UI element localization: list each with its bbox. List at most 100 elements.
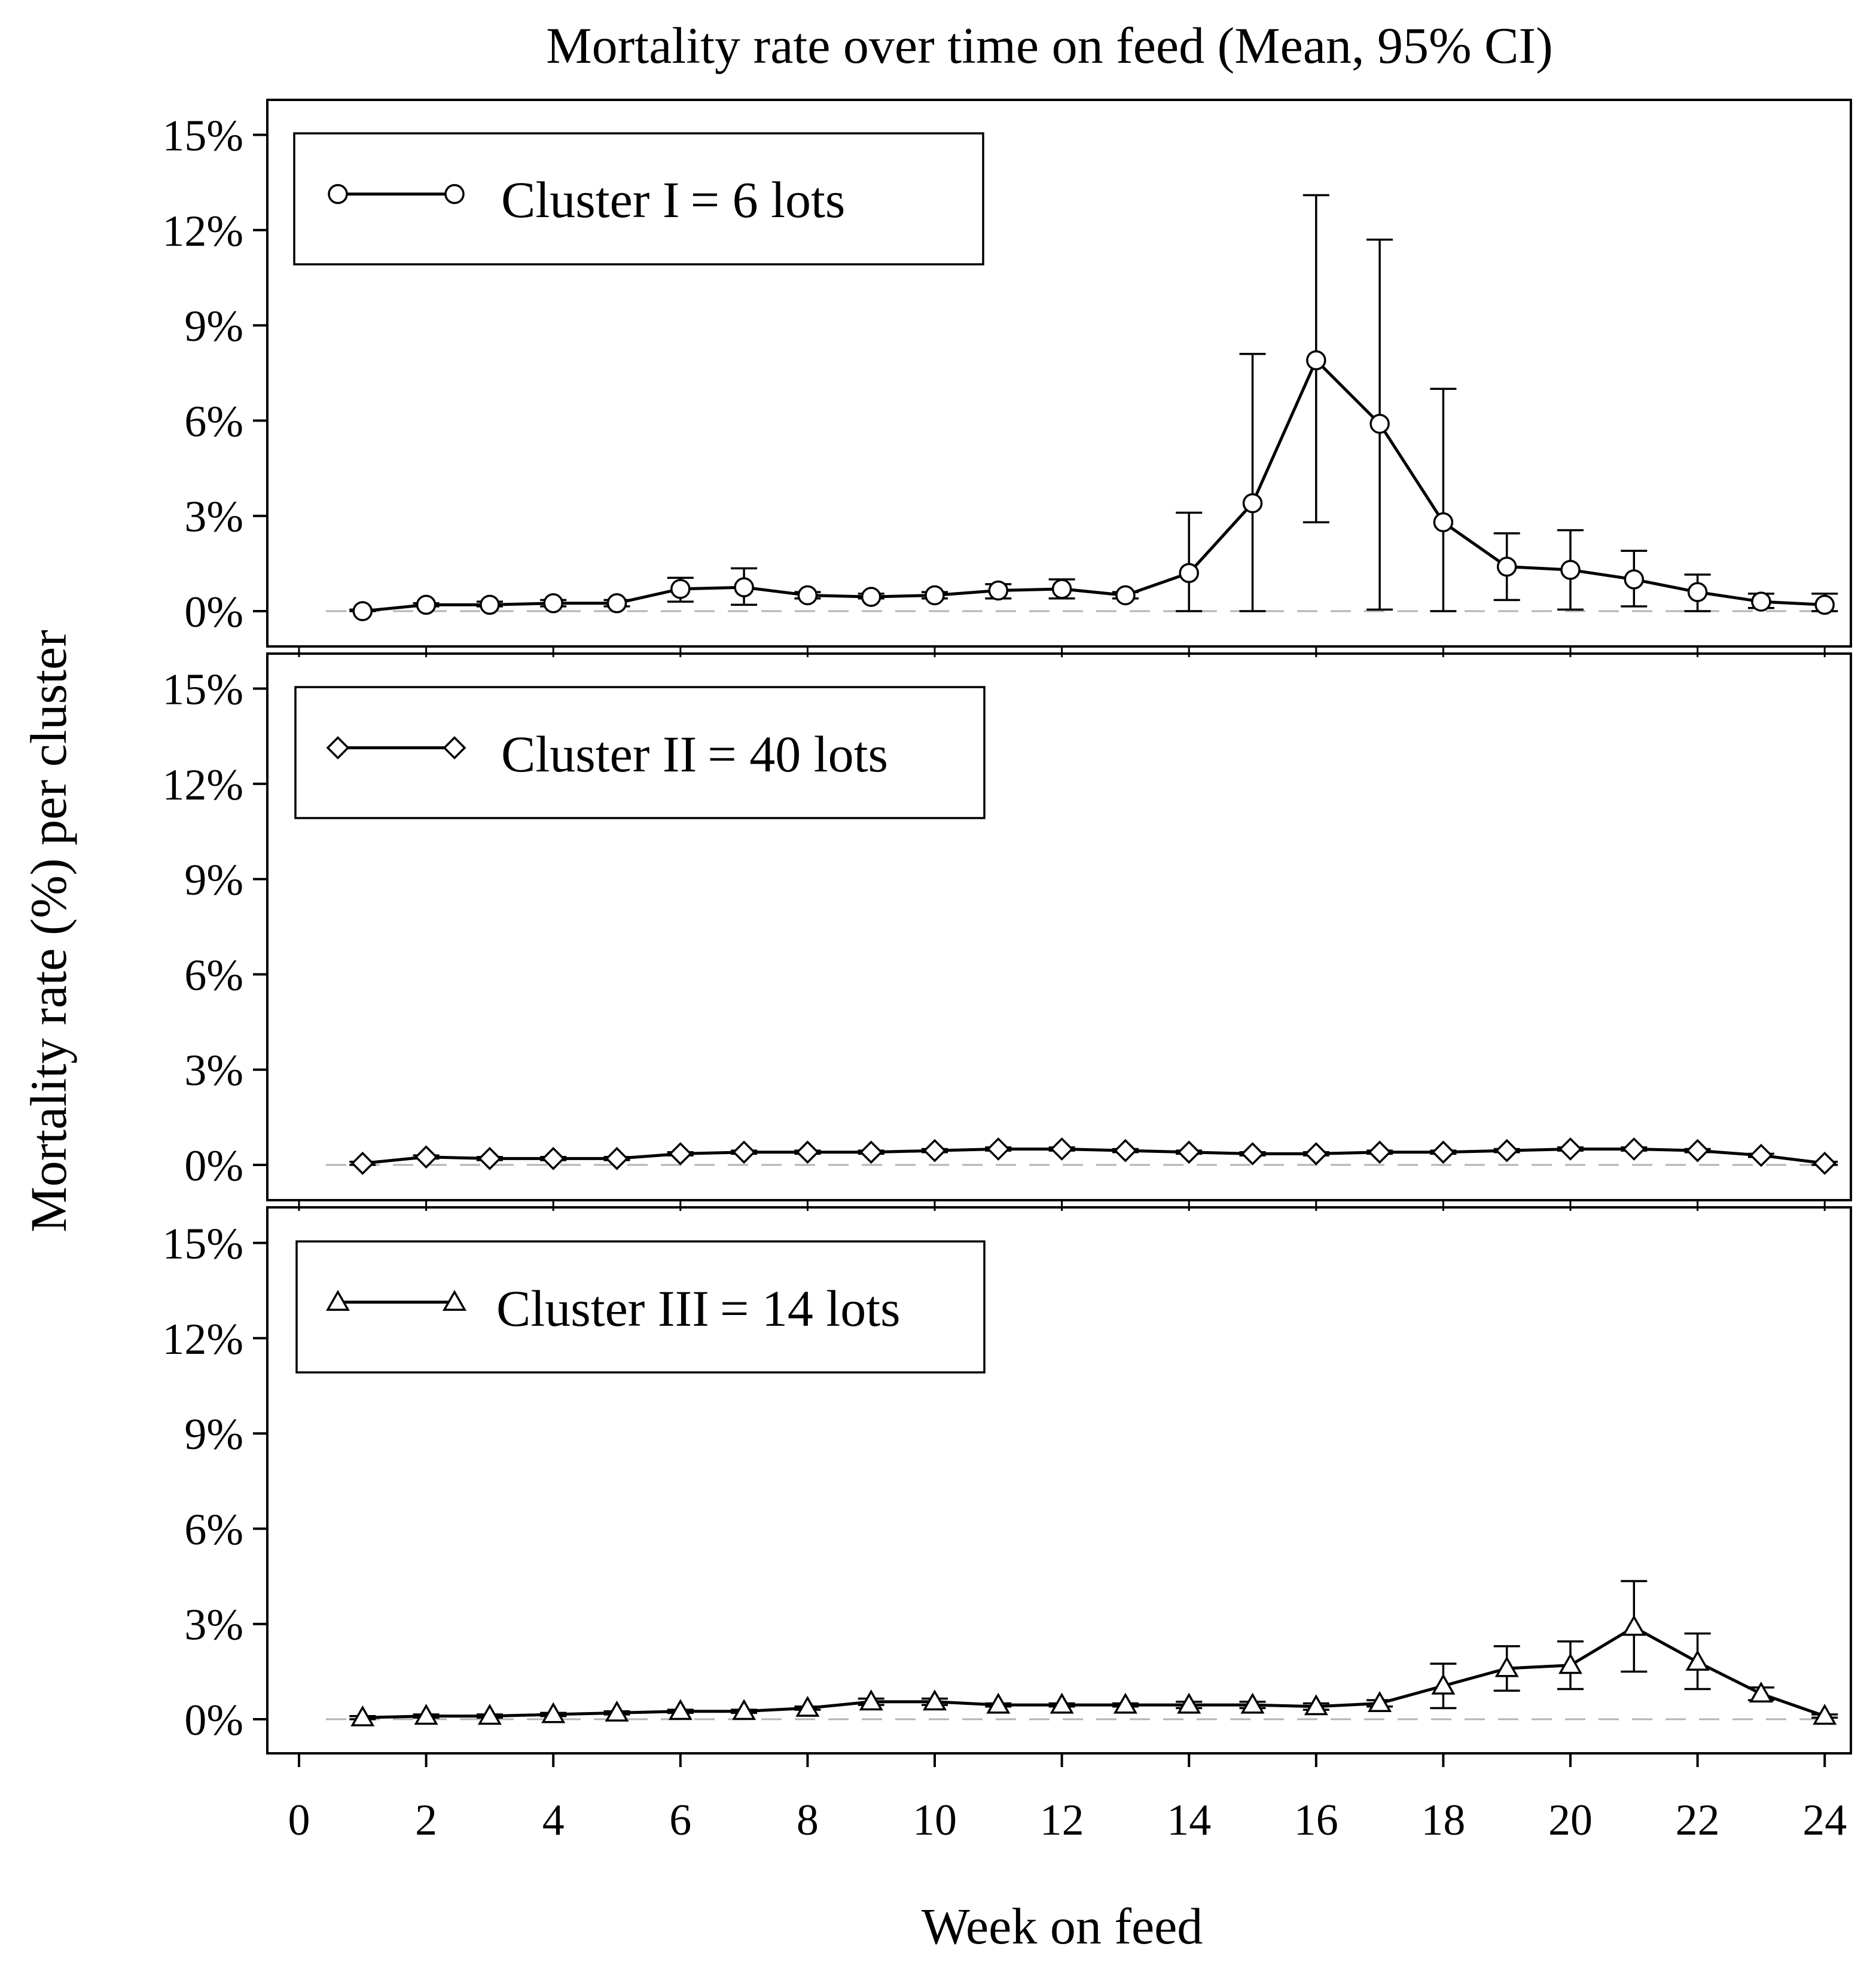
y-tick-label: 9% [184, 1410, 243, 1459]
data-point [1177, 1140, 1201, 1164]
legend-series-value: = 14 lots [720, 1280, 901, 1337]
data-point [734, 577, 754, 597]
legend-3: Cluster III = 14 lots [295, 1240, 986, 1374]
y-tick-label: 12% [162, 761, 243, 810]
y-tick-label: 15% [162, 666, 243, 715]
data-point [1813, 1151, 1837, 1175]
legend-box [294, 686, 986, 819]
data-point [1431, 1140, 1455, 1164]
x-axis-label: Week on feed [922, 1897, 1203, 1955]
data-point [416, 594, 437, 615]
data-point [795, 1695, 820, 1717]
legend-box [295, 1240, 986, 1374]
legend-marker [444, 184, 465, 205]
data-point [1304, 1694, 1328, 1716]
data-point [1240, 1692, 1265, 1714]
series-line-3 [362, 1625, 1826, 1719]
data-point [1495, 1139, 1519, 1163]
data-point [1051, 579, 1072, 599]
legend-2: Cluster II = 40 lots [294, 686, 986, 819]
data-point [1241, 1142, 1264, 1165]
y-tick-label: 6% [184, 397, 243, 446]
legend-series-name: Cluster I [501, 171, 680, 228]
data-point [1306, 350, 1326, 371]
x-tick-label: 2 [415, 1796, 437, 1845]
data-point [1368, 1691, 1392, 1712]
data-point [605, 1146, 629, 1170]
series-line-2 [362, 1147, 1825, 1165]
data-point [477, 1704, 502, 1725]
x-tick-label: 6 [669, 1796, 691, 1845]
data-point [1558, 1653, 1583, 1674]
y-tick-label: 12% [162, 1315, 243, 1364]
data-point [478, 1146, 502, 1170]
legend-marker [442, 1289, 467, 1311]
panel-1: 0% 3% 6% 9% 12% 15% Cluster I = 6 lots [162, 99, 1852, 657]
data-point [1814, 594, 1835, 615]
data-point [1050, 1692, 1074, 1714]
y-tick-label: 9% [184, 856, 243, 905]
data-point [1179, 563, 1199, 584]
legend-marker [443, 736, 466, 759]
data-point [859, 1140, 883, 1164]
legend-marker [328, 184, 348, 205]
data-point [1431, 1673, 1456, 1695]
data-point [606, 593, 627, 614]
legend-series-name: Cluster II [501, 725, 697, 783]
data-point [1114, 1139, 1137, 1163]
data-point [1687, 582, 1708, 602]
y-tick-label: 3% [184, 493, 243, 542]
y-axis-label: Mortality rate (%) per cluster [20, 630, 77, 1232]
panel-frame [266, 652, 1852, 1201]
data-point [1749, 1143, 1773, 1167]
data-point [352, 601, 373, 621]
data-point [732, 1140, 756, 1164]
data-point [1496, 556, 1517, 577]
data-point [350, 1151, 374, 1175]
y-tick-label: 15% [162, 1220, 243, 1269]
legend-marker [326, 736, 350, 759]
panel-2: 0% 3% 6% 9% 12% 15% Cluster II = 40 lots [162, 652, 1852, 1211]
x-tick-label: 20 [1548, 1796, 1593, 1845]
data-point [797, 585, 818, 606]
data-point [668, 1699, 693, 1720]
data-point [1113, 1692, 1137, 1714]
y-tick-label: 12% [162, 207, 243, 256]
y-tick-label: 3% [184, 1601, 243, 1650]
data-point [1558, 1137, 1582, 1161]
panel-frame [266, 99, 1852, 648]
data-point [925, 585, 945, 606]
data-point [1685, 1649, 1710, 1671]
data-point [922, 1689, 947, 1711]
x-axis: 0 2 4 6 8 10 12 14 16 18 20 22 24 [288, 1753, 1847, 1845]
data-point [923, 1139, 947, 1163]
data-point [1560, 560, 1581, 580]
data-point [795, 1140, 819, 1164]
data-point [986, 1137, 1010, 1161]
legend-marker [325, 1289, 350, 1311]
data-point [1177, 1692, 1201, 1714]
data-point [543, 593, 563, 614]
y-tick-label: 6% [184, 951, 243, 1000]
data-point [1050, 1137, 1074, 1161]
error-bar [1176, 511, 1203, 612]
chart-title: Mortality rate over time on feed (Mean, … [546, 17, 1553, 74]
x-tick-label: 12 [1040, 1796, 1084, 1845]
x-tick-label: 8 [797, 1796, 819, 1845]
legend-series-value: = 40 lots [707, 725, 888, 783]
y-tick-label: 3% [184, 1046, 243, 1096]
data-point [1304, 1142, 1328, 1165]
x-tick-label: 10 [913, 1796, 957, 1845]
y-tick-label: 9% [184, 302, 243, 351]
error-bar [1430, 388, 1457, 612]
chart-panels: 0% 3% 6% 9% 12% 15% Cluster I = 6 lots 0% 3% 6% 9% 1… [162, 99, 1852, 1764]
data-point [1369, 413, 1390, 434]
data-point [414, 1145, 438, 1169]
y-tick-label: 0% [184, 588, 243, 637]
data-point [541, 1146, 565, 1170]
data-point [988, 580, 1009, 601]
data-point [670, 579, 691, 599]
x-tick-label: 24 [1802, 1796, 1847, 1845]
data-point [986, 1692, 1011, 1714]
